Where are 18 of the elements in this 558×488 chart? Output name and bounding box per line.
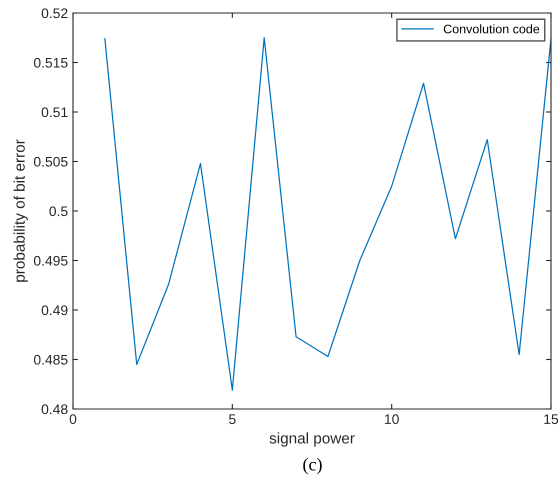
y-tick-label: 0.51 (42, 107, 68, 118)
x-axis-title: signal power (270, 432, 355, 447)
y-tick-label: 0.49 (42, 305, 68, 316)
line-series (104, 37, 551, 391)
y-tick-label: 0.485 (34, 354, 68, 365)
legend-label: Convolution code (444, 24, 540, 34)
y-tick-label: 0.505 (34, 156, 68, 167)
x-tick-label: 0 (70, 414, 76, 424)
y-axis-title: probability of bit error (14, 139, 28, 282)
y-tick-label: 0.515 (34, 58, 68, 68)
text: (c) (303, 458, 322, 474)
y-tick-label: 0.495 (34, 256, 68, 266)
y-tick-label: 0.5 (49, 206, 68, 216)
x-tick-label: 5 (229, 414, 236, 424)
x-tick-label: 15 (544, 414, 558, 424)
y-tick-label: 0.52 (42, 8, 68, 18)
x-tick-label: 10 (385, 414, 399, 424)
y-tick-label: 0.48 (42, 404, 68, 414)
